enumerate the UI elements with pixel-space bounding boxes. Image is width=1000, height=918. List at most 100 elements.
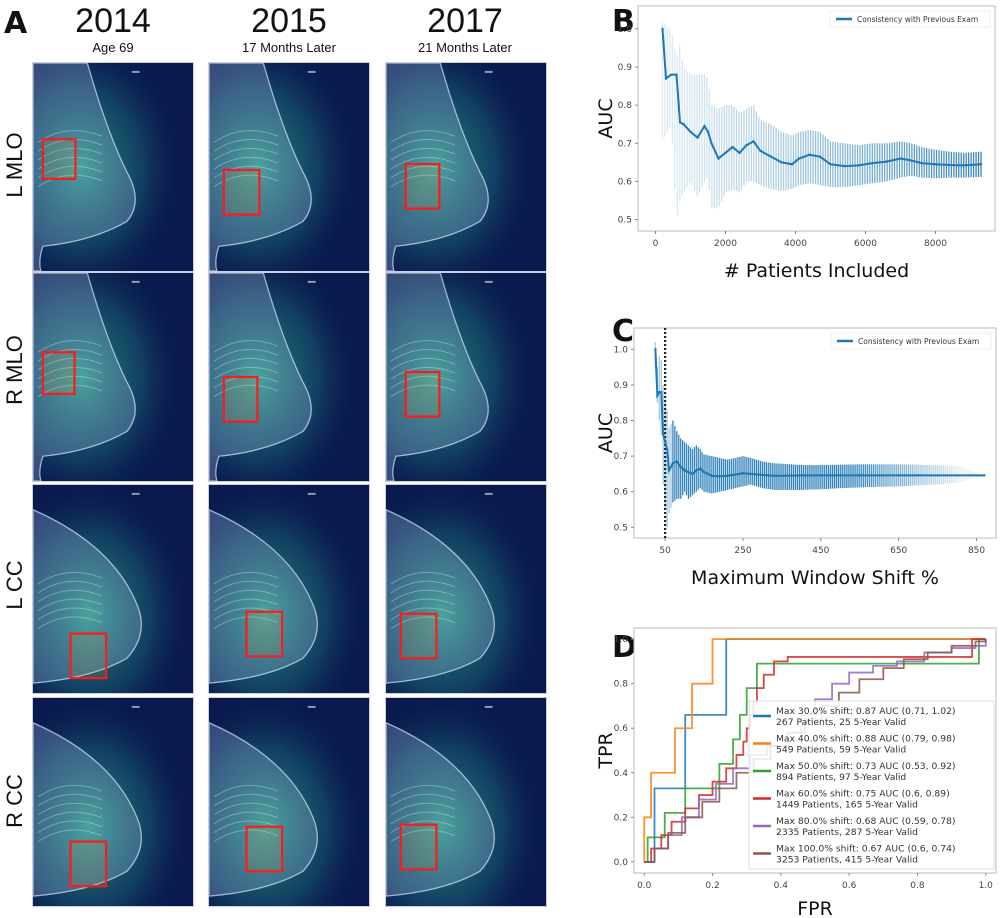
data-point [797,157,801,160]
tissue-fiber [213,829,279,843]
legend-sublabel: 3253 Patients, 415 5-Year Valid [776,855,918,866]
tissue-fiber [390,384,456,398]
data-point [670,73,673,76]
tissue-fiber [213,130,279,143]
y-tick-label: 0.8 [614,417,629,427]
data-point [909,159,913,162]
x-axis-label: FPR [797,898,833,918]
mammogram-image [386,63,546,271]
data-point [920,161,923,165]
data-point [749,472,752,476]
y-tick-label: 0.5 [618,216,632,226]
tissue-fiber [37,820,103,834]
data-point [671,462,675,465]
marker-text [484,70,493,73]
data-point [899,157,902,160]
tissue-fiber [390,598,456,612]
tissue-fiber [390,375,456,389]
chart-d-roc: 0.0 0.2 0.4 0.6 0.8 1.0 0.0 0.2 0.4 0.6 0.8 1.0 FPR T… [595,620,1000,918]
mammogram-image [386,698,546,906]
legend-sublabel: 2335 Patients, 287 5-Year Valid [776,827,918,838]
data-point [667,469,671,472]
tissue-fiber [213,384,279,398]
tissue-fiber [213,147,279,161]
tissue-fiber [213,598,279,612]
x-tick-label: 0.2 [705,881,719,891]
data-point [698,467,702,470]
tissue-fiber [390,811,456,825]
y-tick-label: 1.0 [618,25,633,35]
y-tick-label: 1.0 [614,635,629,645]
breast-tissue [386,63,489,271]
tissue-fiber [390,366,456,380]
marker-text [307,70,316,73]
legend-label: Max 100.0% shift: 0.67 AUC (0.6, 0.74) [776,844,956,855]
data-point [916,474,920,477]
legend-sublabel: 549 Patients, 59 5-Year Valid [776,745,906,756]
roc-curve-4 [644,638,986,863]
x-tick-label: 650 [890,546,907,556]
heatmap-overlay [386,273,546,481]
mammogram-l-mlo-2014 [32,62,194,272]
mammogram-image [33,698,193,906]
chart-c-svg: 0.5 0.6 0.7 0.8 0.9 1.0 50 250 450 650 850 Maximum … [595,327,997,589]
legend-label: Max 40.0% shift: 0.88 AUC (0.79, 0.98) [776,734,956,745]
y-tick-label: 0.7 [614,452,628,462]
marker-text [307,705,316,708]
heatmap-overlay [33,63,193,271]
tissue-fiber [390,802,456,816]
chart-d-svg: 0.0 0.2 0.4 0.6 0.8 1.0 0.0 0.2 0.4 0.6 0.8 1.0 FPR T… [595,627,997,918]
x-tick-label: 850 [968,546,985,556]
heatmap-overlay [386,698,546,906]
tissue-fiber [390,784,456,798]
x-tick-label: 4000 [784,239,807,249]
data-point [818,155,822,158]
tissue-fiber [390,357,456,371]
tissue-fiber [213,802,279,816]
panel-label-c: C [612,314,635,349]
x-tick-label: 0.8 [910,881,925,891]
data-point [675,73,678,76]
heatmap-overlay [386,63,546,271]
tissue-fiber [390,130,456,143]
data-point [979,163,983,166]
region-of-interest-box [222,168,261,216]
data-point [724,151,727,155]
x-axis-label: Maximum Window Shift % [691,567,939,589]
tissue-fiber [390,589,456,603]
tissue-fiber [213,156,279,170]
region-of-interest-box [41,351,76,395]
marker-text [131,70,140,73]
breast-tissue [33,722,142,897]
tissue-fiber [390,571,456,585]
x-tick-label: 450 [812,546,829,556]
data-point [808,153,811,156]
data-point [885,160,888,163]
data-point [936,474,939,477]
data-point [761,473,764,477]
heatmap-overlay [209,63,369,271]
roc-curve-2 [643,638,986,862]
legend-box [748,700,995,870]
y-tick-label: 0.6 [614,724,629,734]
column-subtitle-3: 21 Months Later [418,40,512,55]
data-point [897,474,900,477]
mammogram-r-mlo-2015 [208,272,370,482]
mammogram-image [33,485,193,693]
mammogram-r-cc-2015 [208,697,370,907]
heatmap-overlay [33,698,193,906]
region-of-interest-box [399,612,438,660]
row-label-r-cc: R CC [2,774,27,828]
mammogram-image [209,63,369,271]
legend-label: Max 80.0% shift: 0.68 AUC (0.59, 0.78) [776,816,956,827]
legend-box [829,10,991,28]
heatmap-overlay [209,485,369,693]
panel-label-a: A [4,6,28,41]
column-year-2: 2015 [251,2,327,40]
tissue-fiber [213,580,279,594]
y-tick-label: 1.0 [614,345,629,355]
region-of-interest-box [404,162,441,210]
data-point [654,348,657,351]
x-tick-label: 0.4 [774,881,789,891]
breast-tissue [386,722,495,897]
